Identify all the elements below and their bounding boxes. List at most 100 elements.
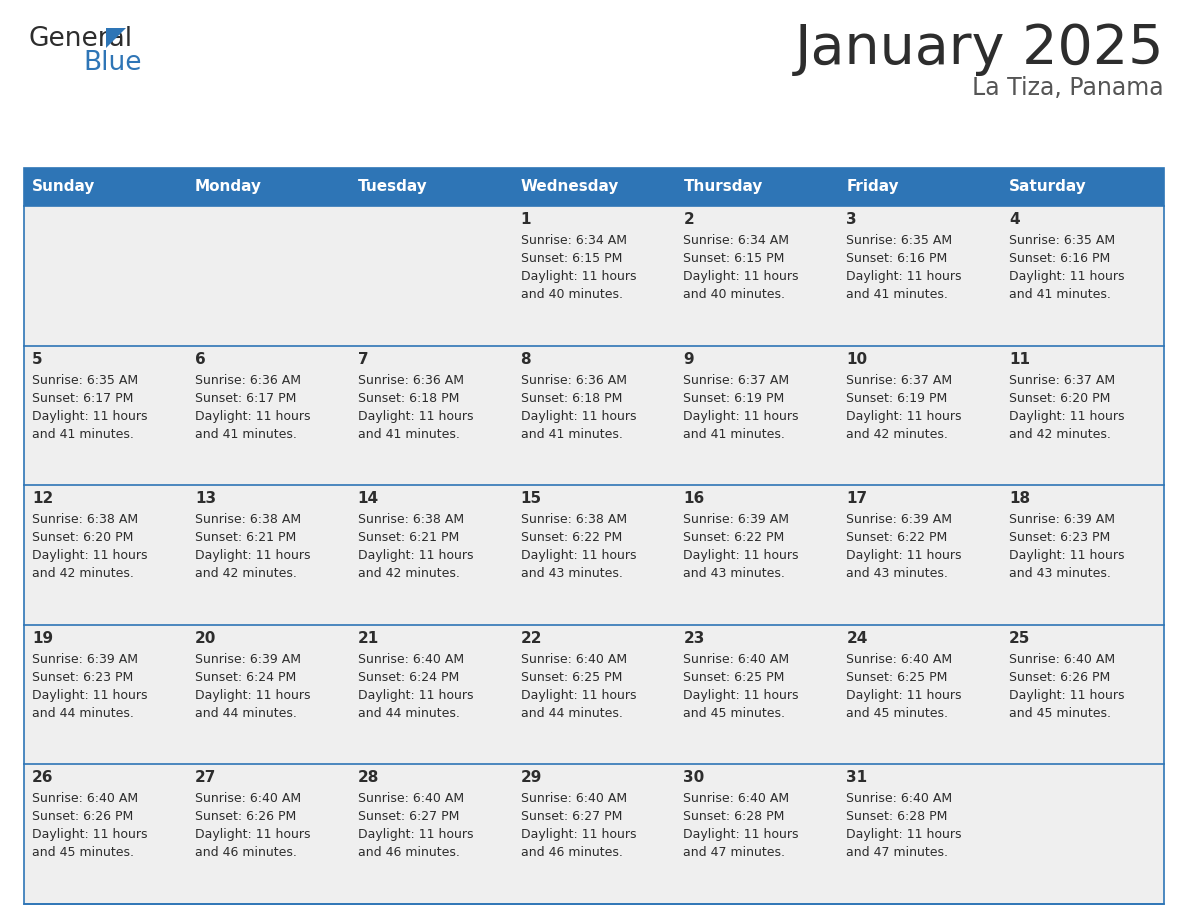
Text: 10: 10: [846, 352, 867, 366]
Text: 4: 4: [1009, 212, 1019, 227]
Text: Daylight: 11 hours: Daylight: 11 hours: [683, 409, 798, 422]
Text: Sunset: 6:25 PM: Sunset: 6:25 PM: [846, 671, 948, 684]
Text: Daylight: 11 hours: Daylight: 11 hours: [520, 688, 636, 701]
Bar: [676, 625, 839, 765]
Text: 28: 28: [358, 770, 379, 786]
Text: Daylight: 11 hours: Daylight: 11 hours: [1009, 549, 1125, 562]
Text: and 45 minutes.: and 45 minutes.: [846, 707, 948, 720]
Text: and 44 minutes.: and 44 minutes.: [358, 707, 460, 720]
Text: Sunrise: 6:40 AM: Sunrise: 6:40 AM: [358, 792, 463, 805]
Text: and 47 minutes.: and 47 minutes.: [683, 846, 785, 859]
Bar: [1001, 168, 1164, 206]
Text: 21: 21: [358, 631, 379, 645]
Text: Daylight: 11 hours: Daylight: 11 hours: [195, 828, 310, 842]
Text: Daylight: 11 hours: Daylight: 11 hours: [846, 828, 962, 842]
Text: and 41 minutes.: and 41 minutes.: [32, 428, 134, 441]
Text: Sunset: 6:16 PM: Sunset: 6:16 PM: [1009, 252, 1111, 265]
Bar: [1001, 345, 1164, 486]
Bar: [839, 625, 1001, 765]
Text: Sunset: 6:18 PM: Sunset: 6:18 PM: [358, 392, 459, 405]
Text: 24: 24: [846, 631, 867, 645]
Text: Saturday: Saturday: [1009, 180, 1087, 195]
Text: and 41 minutes.: and 41 minutes.: [358, 428, 460, 441]
Text: Sunrise: 6:34 AM: Sunrise: 6:34 AM: [520, 234, 626, 247]
Text: 12: 12: [32, 491, 53, 506]
Text: 26: 26: [32, 770, 53, 786]
Bar: [1001, 206, 1164, 345]
Text: Sunset: 6:15 PM: Sunset: 6:15 PM: [520, 252, 623, 265]
Text: Daylight: 11 hours: Daylight: 11 hours: [683, 828, 798, 842]
Text: Daylight: 11 hours: Daylight: 11 hours: [32, 409, 147, 422]
Text: La Tiza, Panama: La Tiza, Panama: [972, 76, 1164, 100]
Text: Sunrise: 6:39 AM: Sunrise: 6:39 AM: [683, 513, 790, 526]
Text: and 41 minutes.: and 41 minutes.: [1009, 288, 1111, 301]
Bar: [187, 168, 349, 206]
Text: 27: 27: [195, 770, 216, 786]
Text: and 43 minutes.: and 43 minutes.: [520, 567, 623, 580]
Bar: [24, 765, 187, 904]
Text: 6: 6: [195, 352, 206, 366]
Bar: [187, 206, 349, 345]
Text: 16: 16: [683, 491, 704, 506]
Text: Sunrise: 6:40 AM: Sunrise: 6:40 AM: [683, 653, 790, 666]
Text: Sunrise: 6:35 AM: Sunrise: 6:35 AM: [846, 234, 953, 247]
Bar: [187, 765, 349, 904]
Text: Sunrise: 6:40 AM: Sunrise: 6:40 AM: [846, 792, 953, 805]
Bar: [187, 486, 349, 625]
Text: and 45 minutes.: and 45 minutes.: [32, 846, 134, 859]
Text: Daylight: 11 hours: Daylight: 11 hours: [195, 688, 310, 701]
Text: Daylight: 11 hours: Daylight: 11 hours: [195, 549, 310, 562]
Bar: [676, 206, 839, 345]
Text: Daylight: 11 hours: Daylight: 11 hours: [683, 688, 798, 701]
Text: 25: 25: [1009, 631, 1030, 645]
Text: Sunrise: 6:38 AM: Sunrise: 6:38 AM: [195, 513, 301, 526]
Bar: [349, 486, 512, 625]
Text: Sunset: 6:23 PM: Sunset: 6:23 PM: [32, 671, 133, 684]
Text: 13: 13: [195, 491, 216, 506]
Text: Monday: Monday: [195, 180, 261, 195]
Text: Sunset: 6:26 PM: Sunset: 6:26 PM: [32, 811, 133, 823]
Text: 11: 11: [1009, 352, 1030, 366]
Text: Sunset: 6:20 PM: Sunset: 6:20 PM: [32, 532, 133, 544]
Text: Daylight: 11 hours: Daylight: 11 hours: [846, 270, 962, 283]
Text: Sunset: 6:21 PM: Sunset: 6:21 PM: [358, 532, 459, 544]
Text: and 46 minutes.: and 46 minutes.: [358, 846, 460, 859]
Text: Sunset: 6:22 PM: Sunset: 6:22 PM: [520, 532, 621, 544]
Text: Daylight: 11 hours: Daylight: 11 hours: [358, 409, 473, 422]
Text: Sunset: 6:24 PM: Sunset: 6:24 PM: [358, 671, 459, 684]
Text: Sunrise: 6:36 AM: Sunrise: 6:36 AM: [520, 374, 626, 386]
Text: Blue: Blue: [83, 50, 141, 76]
Text: 30: 30: [683, 770, 704, 786]
Text: Sunset: 6:24 PM: Sunset: 6:24 PM: [195, 671, 296, 684]
Text: General: General: [29, 26, 132, 52]
Text: Thursday: Thursday: [683, 180, 763, 195]
Text: and 46 minutes.: and 46 minutes.: [520, 846, 623, 859]
Text: Sunset: 6:22 PM: Sunset: 6:22 PM: [846, 532, 948, 544]
Text: Daylight: 11 hours: Daylight: 11 hours: [1009, 409, 1125, 422]
Bar: [512, 206, 676, 345]
Text: Sunrise: 6:37 AM: Sunrise: 6:37 AM: [1009, 374, 1116, 386]
Text: Sunday: Sunday: [32, 180, 95, 195]
Text: 20: 20: [195, 631, 216, 645]
Text: Sunrise: 6:39 AM: Sunrise: 6:39 AM: [1009, 513, 1116, 526]
Bar: [839, 765, 1001, 904]
Bar: [24, 168, 1164, 904]
Bar: [676, 486, 839, 625]
Bar: [1001, 625, 1164, 765]
Text: Sunset: 6:26 PM: Sunset: 6:26 PM: [195, 811, 296, 823]
Text: 2: 2: [683, 212, 694, 227]
Text: 14: 14: [358, 491, 379, 506]
Text: Sunrise: 6:38 AM: Sunrise: 6:38 AM: [32, 513, 138, 526]
Bar: [349, 765, 512, 904]
Text: Daylight: 11 hours: Daylight: 11 hours: [846, 409, 962, 422]
Text: and 42 minutes.: and 42 minutes.: [195, 567, 297, 580]
Text: and 47 minutes.: and 47 minutes.: [846, 846, 948, 859]
Bar: [24, 625, 187, 765]
Text: and 43 minutes.: and 43 minutes.: [846, 567, 948, 580]
Bar: [839, 168, 1001, 206]
Text: Daylight: 11 hours: Daylight: 11 hours: [32, 688, 147, 701]
Bar: [349, 345, 512, 486]
Text: 23: 23: [683, 631, 704, 645]
Text: and 44 minutes.: and 44 minutes.: [195, 707, 297, 720]
Text: Sunrise: 6:36 AM: Sunrise: 6:36 AM: [358, 374, 463, 386]
